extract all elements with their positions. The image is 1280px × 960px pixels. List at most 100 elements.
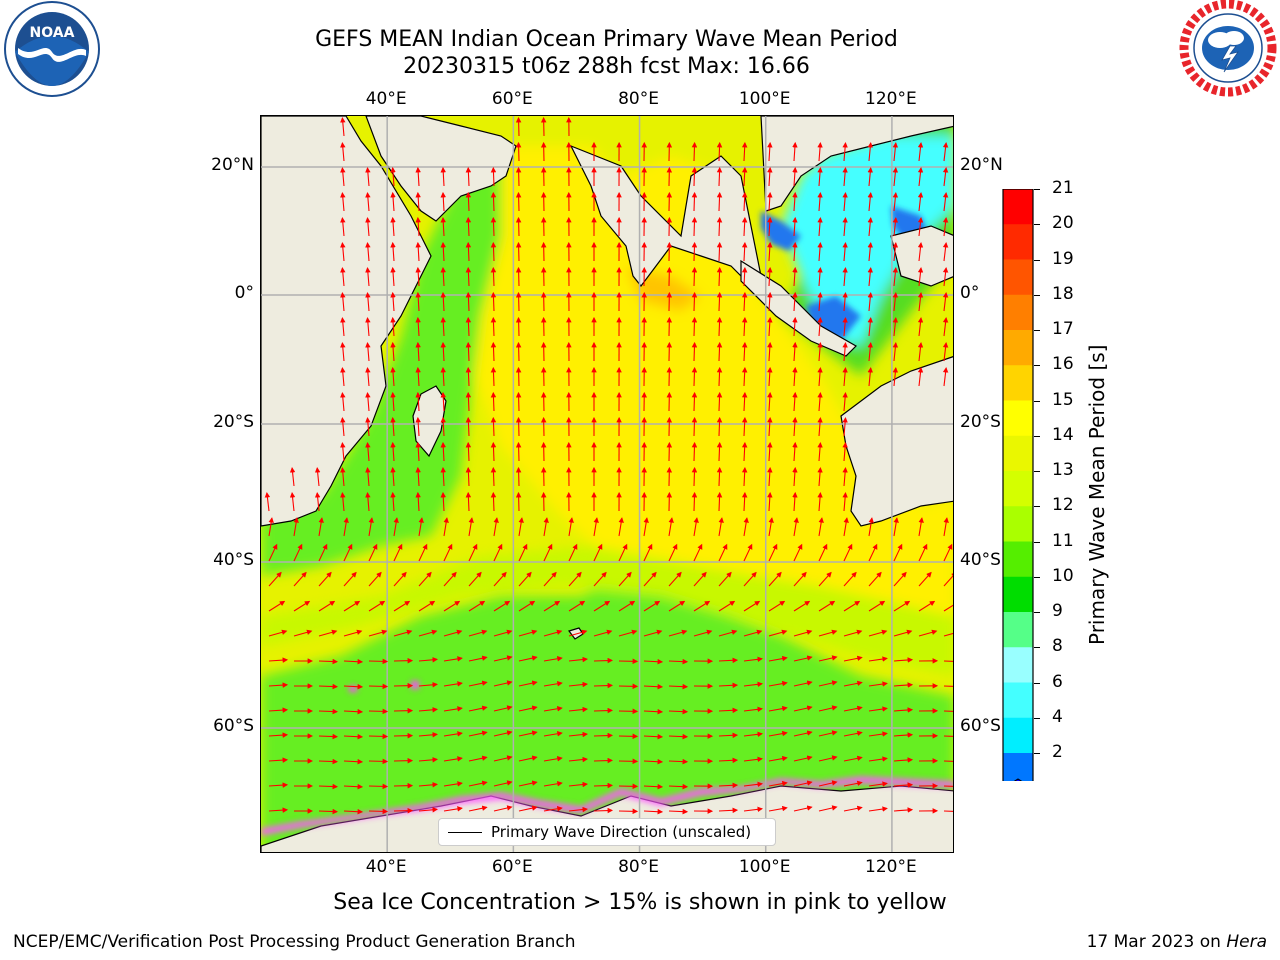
colorbar-segment <box>1003 435 1033 472</box>
wave-arrow <box>465 316 472 337</box>
wave-arrow <box>340 367 346 387</box>
wave-arrow <box>743 806 763 813</box>
wave-arrow <box>343 758 364 765</box>
wave-arrow <box>543 756 563 762</box>
wave-arrow <box>741 291 748 312</box>
wave-arrow <box>943 604 953 612</box>
wave-arrow <box>818 600 836 612</box>
wave-arrow <box>691 491 698 512</box>
wave-arrow <box>318 543 328 562</box>
wave-arrow <box>843 780 863 787</box>
wave-arrow <box>741 141 748 162</box>
wave-arrow <box>593 571 607 587</box>
wave-arrow <box>365 267 371 287</box>
colorbar-segment <box>1003 471 1033 507</box>
wave-arrow <box>415 366 421 387</box>
wave-arrow <box>368 600 386 612</box>
wave-arrow <box>490 491 497 512</box>
colorbar-tick-label: 14 <box>1052 424 1074 445</box>
wave-arrow <box>568 571 582 587</box>
wave-arrow <box>618 517 624 537</box>
wave-arrow <box>892 367 899 387</box>
wave-arrow <box>343 733 364 740</box>
wave-arrow <box>465 166 472 187</box>
wave-arrow <box>515 466 522 487</box>
colorbar-tick-label: 13 <box>1052 460 1074 480</box>
map-canvas <box>261 116 953 852</box>
wave-arrow <box>443 731 463 737</box>
wave-arrow <box>843 755 863 762</box>
wave-arrow <box>468 629 488 637</box>
wave-arrow <box>792 141 798 162</box>
wave-arrow <box>843 571 857 587</box>
wave-arrow <box>340 217 346 237</box>
wave-arrow <box>643 683 664 690</box>
wave-arrow <box>793 705 813 712</box>
wave-arrow <box>415 266 421 287</box>
lat-tick-left: 40°S <box>213 550 254 570</box>
lon-tick-bottom: 80°E <box>618 857 659 877</box>
wave-arrow <box>268 707 289 713</box>
footer-date-text: 17 Mar 2023 on <box>1086 932 1227 952</box>
wave-arrow <box>768 780 788 787</box>
wave-arrow <box>314 492 321 512</box>
wave-arrow <box>792 466 798 487</box>
wave-arrow <box>490 341 497 362</box>
footer-date: 17 Mar 2023 on Hera <box>1087 932 1267 952</box>
wave-arrow <box>842 342 848 362</box>
wave-arrow <box>543 706 563 712</box>
lat-tick-right: 60°S <box>960 716 1001 736</box>
noaa-logo: NOAA <box>0 0 104 98</box>
wave-arrow <box>490 241 497 262</box>
wave-arrow <box>468 730 488 737</box>
wave-arrow <box>918 517 924 537</box>
wave-arrow <box>767 391 773 412</box>
wave-arrow <box>415 291 421 312</box>
wave-arrow <box>691 166 698 187</box>
wave-arrow <box>490 191 497 212</box>
wave-arrow <box>792 166 798 187</box>
colorbar-tick <box>1034 647 1040 649</box>
colorbar-segment <box>1003 647 1033 683</box>
wave-arrow <box>443 600 461 612</box>
wave-arrow <box>368 658 389 665</box>
colorbar-tick <box>1034 435 1040 437</box>
wave-arrow <box>917 317 924 337</box>
colorbar-tick-label: 20 <box>1052 213 1074 234</box>
wave-arrow <box>643 733 664 740</box>
colorbar-frame <box>1002 188 1034 789</box>
colorbar-segment <box>1003 224 1033 260</box>
wave-arrow <box>792 266 798 287</box>
wave-arrow <box>440 191 446 212</box>
colorbar-segment <box>1003 365 1033 401</box>
wave-arrow <box>618 543 628 562</box>
wave-arrow <box>691 216 698 237</box>
wave-arrow <box>490 441 497 462</box>
colorbar-segment <box>1003 682 1033 719</box>
wave-arrow <box>743 656 763 663</box>
wave-arrow <box>365 242 371 262</box>
wave-arrow <box>440 466 446 487</box>
wave-arrow <box>365 492 371 512</box>
wave-arrow <box>868 781 888 787</box>
wave-arrow <box>893 657 914 663</box>
wave-arrow <box>368 708 389 715</box>
wave-arrow <box>643 517 649 537</box>
wave-arrow <box>314 467 321 487</box>
wave-arrow <box>368 733 389 740</box>
wave-arrow <box>289 492 296 512</box>
period-field <box>261 116 953 852</box>
wave-arrow <box>942 267 949 287</box>
wave-arrow <box>418 682 438 688</box>
wave-arrow <box>767 441 773 462</box>
wave-arrow <box>643 571 657 587</box>
wave-arrow <box>393 571 407 587</box>
wave-arrow <box>793 629 813 637</box>
wave-arrow <box>568 543 578 562</box>
wave-arrow <box>768 655 788 662</box>
wave-arrow <box>268 517 274 537</box>
wave-arrow <box>343 658 364 665</box>
lon-tick-top: 40°E <box>365 89 407 109</box>
wave-arrow <box>892 292 899 312</box>
wave-arrow <box>867 367 874 387</box>
